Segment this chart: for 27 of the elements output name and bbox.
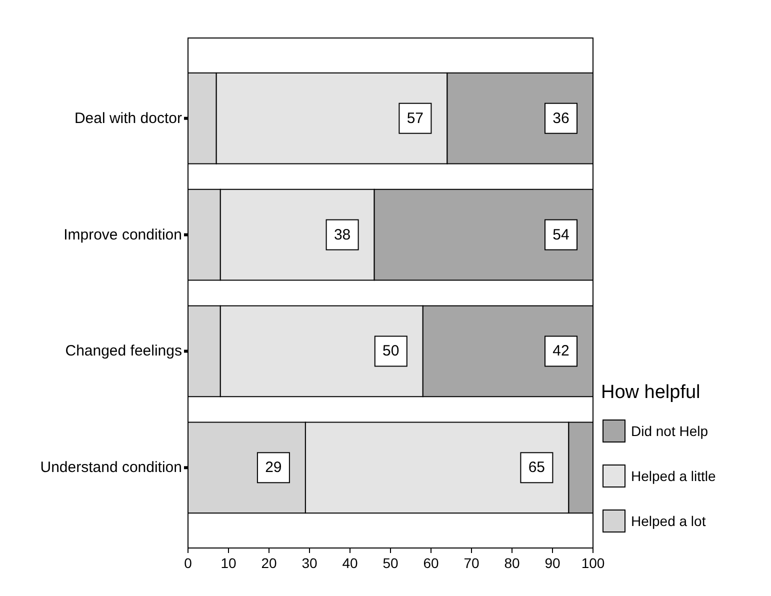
data-label: 54 [552,226,570,244]
x-tick-label: 60 [423,555,439,571]
x-tick-label: 0 [184,555,192,571]
legend-label: Helped a lot [631,513,706,529]
x-tick-label: 40 [342,555,358,571]
y-tick-label: Changed feelings [65,342,182,360]
data-label: 36 [552,110,570,127]
x-tick-label: 10 [220,555,236,571]
y-tick-label: Deal with doctor [74,110,182,127]
x-tick-label: 50 [382,555,398,571]
legend-label: Helped a little [631,468,716,484]
x-tick-label: 90 [544,555,560,571]
data-label: 29 [265,459,282,476]
x-tick-label: 100 [581,555,605,571]
x-tick-label: 70 [464,555,480,571]
data-label: 42 [552,342,570,360]
legend-title: How helpful [601,382,700,403]
x-tick-label: 30 [302,555,318,571]
legend-label: Did not Help [631,423,708,439]
data-label: 38 [334,226,351,244]
y-tick-label: Improve condition [64,226,182,244]
y-tick-label: Understand condition [40,459,182,476]
data-label: 65 [528,459,546,476]
data-label: 57 [406,110,424,127]
x-tick-label: 80 [504,555,520,571]
x-tick-label: 20 [261,555,277,571]
data-label: 50 [382,342,400,360]
